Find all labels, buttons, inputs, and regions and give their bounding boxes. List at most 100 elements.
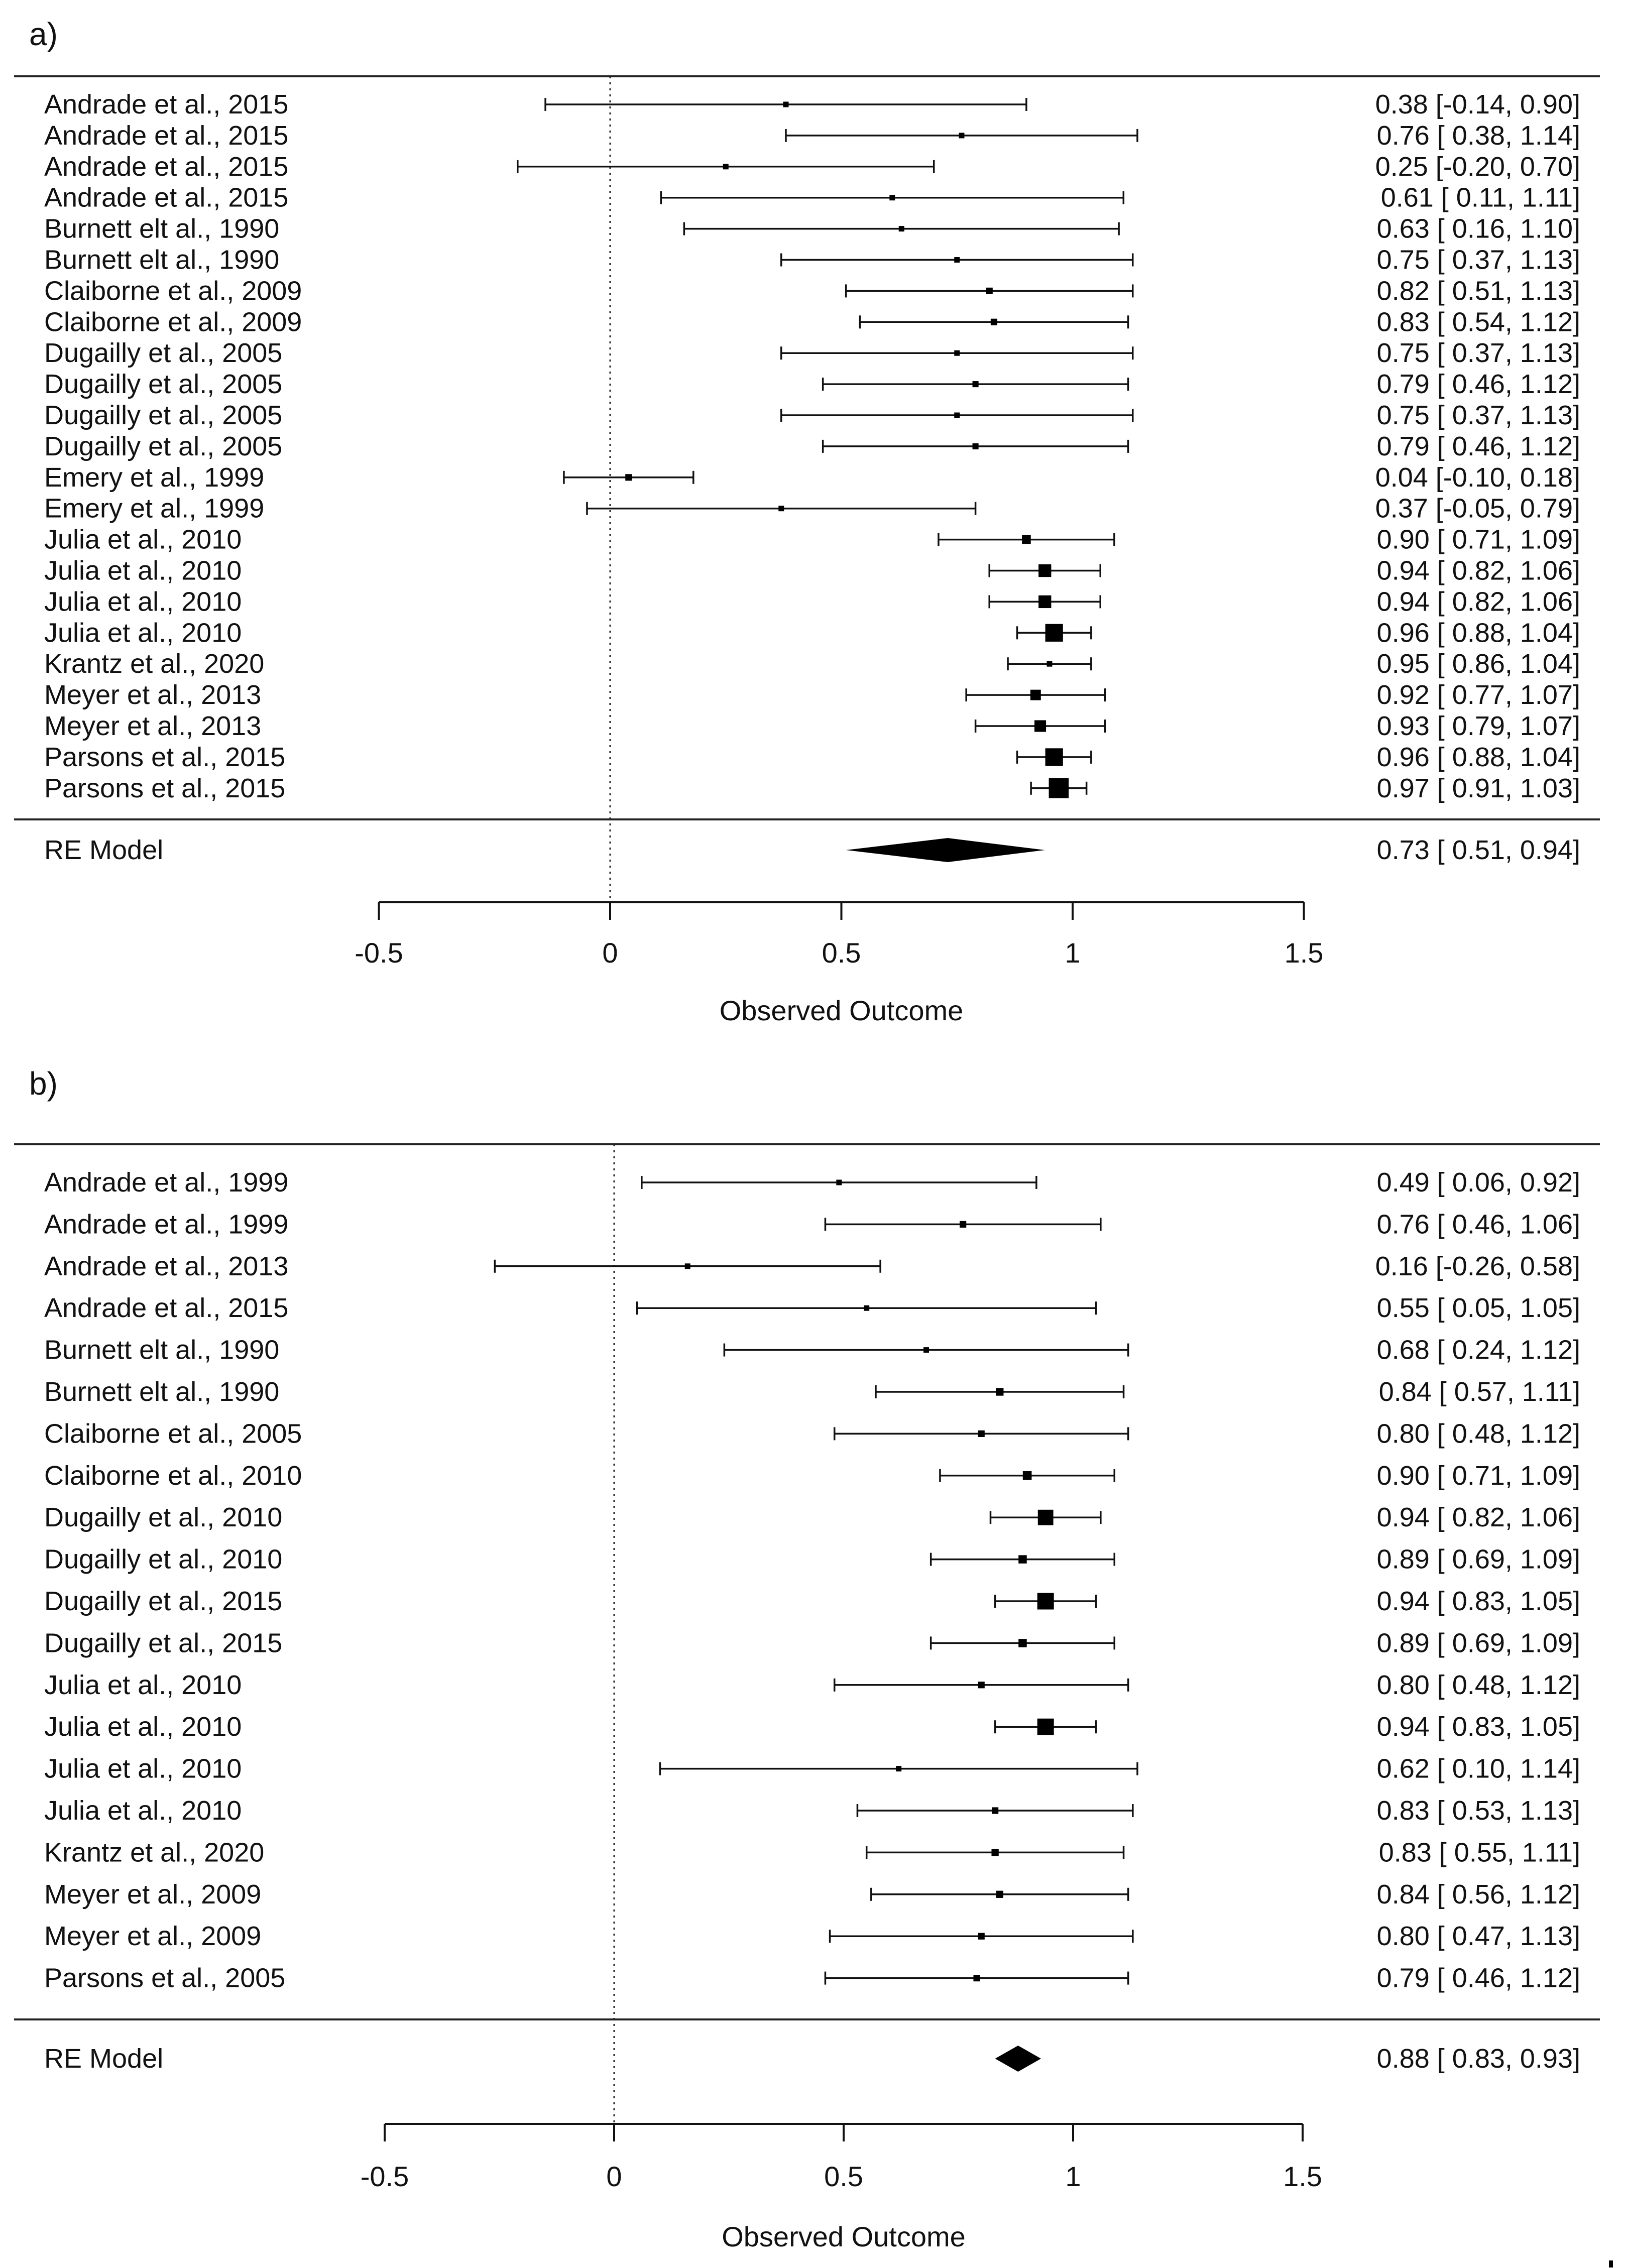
study-label: Meyer et al., 2013 xyxy=(44,711,261,741)
effect-ci-text: 0.92 [ 0.77, 1.07] xyxy=(1377,680,1580,710)
study-row: Julia et al., 2010 0.80 [ 0.48, 1.12] xyxy=(44,1670,1580,1700)
point-estimate xyxy=(1038,564,1052,577)
study-row: Burnett elt al., 1990 0.68 [ 0.24, 1.12] xyxy=(44,1335,1580,1365)
study-label: Andrade et al., 2013 xyxy=(44,1251,288,1281)
study-row: Dugailly et al., 2015 0.94 [ 0.83, 1.05] xyxy=(44,1586,1580,1616)
point-estimate xyxy=(723,164,729,170)
study-label: Julia et al., 2010 xyxy=(44,1712,242,1742)
study-row: Emery et al., 1999 0.37 [-0.05, 0.79] xyxy=(44,494,1580,524)
study-row: Andrade et al., 2015 0.55 [ 0.05, 1.05] xyxy=(44,1293,1580,1323)
study-row: Dugailly et al., 2015 0.89 [ 0.69, 1.09] xyxy=(44,1628,1580,1658)
study-row: Meyer et al., 2013 0.93 [ 0.79, 1.07] xyxy=(44,711,1580,741)
study-label: Dugailly et al., 2015 xyxy=(44,1586,282,1616)
summary-row: RE Model 0.73 [ 0.51, 0.94] xyxy=(44,835,1580,865)
panel-label: a) xyxy=(29,16,58,52)
study-row: Burnett elt al., 1990 0.63 [ 0.16, 1.10] xyxy=(44,214,1580,244)
study-row: Parsons et al., 2005 0.79 [ 0.46, 1.12] xyxy=(44,1963,1580,1993)
study-row: Krantz et al., 2020 0.83 [ 0.55, 1.11] xyxy=(44,1837,1580,1867)
study-row: Dugailly et al., 2005 0.79 [ 0.46, 1.12] xyxy=(44,431,1580,461)
point-estimate xyxy=(898,226,904,232)
study-label: Emery et al., 1999 xyxy=(44,462,264,493)
study-label: Dugailly et al., 2010 xyxy=(44,1544,282,1575)
study-row: Andrade et al., 2015 0.25 [-0.20, 0.70] xyxy=(44,152,1580,182)
study-row: Julia et al., 2010 0.94 [ 0.83, 1.05] xyxy=(44,1712,1580,1742)
x-axis-label: Observed Outcome xyxy=(720,995,964,1026)
effect-ci-text: 0.61 [ 0.11, 1.11] xyxy=(1381,183,1580,213)
study-label: Andrade et al., 2015 xyxy=(44,89,288,120)
study-label: Andrade et al., 1999 xyxy=(44,1167,288,1198)
study-row: Claiborne et al., 2009 0.83 [ 0.54, 1.12] xyxy=(44,307,1580,337)
study-label: Claiborne et al., 2010 xyxy=(44,1461,302,1491)
effect-ci-text: 0.84 [ 0.57, 1.11] xyxy=(1379,1377,1580,1407)
effect-ci-text: 0.38 [-0.14, 0.90] xyxy=(1375,89,1580,120)
effect-ci-text: 0.94 [ 0.82, 1.06] xyxy=(1377,1502,1580,1532)
study-label: Burnett elt al., 1990 xyxy=(44,1335,279,1365)
effect-ci-text: 0.76 [ 0.46, 1.06] xyxy=(1377,1209,1580,1239)
study-label: Dugailly et al., 2010 xyxy=(44,1502,282,1532)
point-estimate xyxy=(783,101,789,107)
point-estimate xyxy=(1045,748,1063,766)
x-tick-label: 0 xyxy=(602,937,618,969)
study-label: Julia et al., 2010 xyxy=(44,586,242,617)
study-label: Dugailly et al., 2015 xyxy=(44,1628,282,1658)
point-estimate xyxy=(996,1388,1004,1396)
effect-ci-text: 0.80 [ 0.48, 1.12] xyxy=(1377,1418,1580,1449)
study-row: Burnett elt al., 1990 0.84 [ 0.57, 1.11] xyxy=(44,1377,1580,1407)
point-estimate xyxy=(864,1305,870,1311)
x-tick-label: 0 xyxy=(606,2161,622,2192)
point-estimate xyxy=(1022,1471,1032,1480)
effect-ci-text: 0.94 [ 0.83, 1.05] xyxy=(1377,1712,1580,1742)
point-estimate xyxy=(778,506,784,512)
study-label: Andrade et al., 2015 xyxy=(44,121,288,151)
study-row: Andrade et al., 2015 0.38 [-0.14, 0.90] xyxy=(44,89,1580,120)
effect-ci-text: 0.96 [ 0.88, 1.04] xyxy=(1377,618,1580,648)
study-row: Andrade et al., 1999 0.76 [ 0.46, 1.06] xyxy=(44,1209,1580,1239)
effect-ci-text: 0.89 [ 0.69, 1.09] xyxy=(1377,1544,1580,1575)
corner-dot xyxy=(1609,2260,1613,2267)
study-label: Parsons et al., 2015 xyxy=(44,773,285,803)
study-label: Parsons et al., 2015 xyxy=(44,742,285,772)
study-label: Krantz et al., 2020 xyxy=(44,649,264,679)
study-row: Julia et al., 2010 0.90 [ 0.71, 1.09] xyxy=(44,525,1580,555)
study-label: Krantz et al., 2020 xyxy=(44,1837,264,1867)
effect-ci-text: 0.89 [ 0.69, 1.09] xyxy=(1377,1628,1580,1658)
study-row: Dugailly et al., 2005 0.75 [ 0.37, 1.13] xyxy=(44,338,1580,368)
point-estimate xyxy=(1047,661,1053,667)
study-label: Claiborne et al., 2009 xyxy=(44,307,302,337)
study-label: Julia et al., 2010 xyxy=(44,1796,242,1826)
study-row: Julia et al., 2010 0.94 [ 0.82, 1.06] xyxy=(44,556,1580,586)
study-row: Dugailly et al., 2005 0.75 [ 0.37, 1.13] xyxy=(44,400,1580,430)
x-tick-label: 0.5 xyxy=(822,937,861,969)
effect-ci-text: 0.75 [ 0.37, 1.13] xyxy=(1377,400,1580,430)
point-estimate xyxy=(978,1933,985,1940)
effect-ci-text: 0.90 [ 0.71, 1.09] xyxy=(1377,1461,1580,1491)
point-estimate xyxy=(1022,535,1031,544)
x-tick-label: -0.5 xyxy=(355,937,403,969)
effect-ci-text: 0.95 [ 0.86, 1.04] xyxy=(1377,649,1580,679)
study-row: Julia et al., 2010 0.96 [ 0.88, 1.04] xyxy=(44,618,1580,648)
point-estimate xyxy=(1037,1509,1054,1525)
point-estimate xyxy=(972,443,979,449)
study-row: Dugailly et al., 2005 0.79 [ 0.46, 1.12] xyxy=(44,369,1580,399)
point-estimate xyxy=(992,1807,999,1814)
study-label: Emery et al., 1999 xyxy=(44,494,264,524)
study-row: Julia et al., 2010 0.62 [ 0.10, 1.14] xyxy=(44,1754,1580,1784)
study-label: Andrade et al., 2015 xyxy=(44,1293,288,1323)
point-estimate xyxy=(684,1263,690,1269)
study-label: Julia et al., 2010 xyxy=(44,525,242,555)
effect-ci-text: 0.37 [-0.05, 0.79] xyxy=(1375,494,1580,524)
point-estimate xyxy=(978,1682,985,1689)
x-tick-label: 1 xyxy=(1065,937,1080,969)
forest-panel-a: a) Andrade et al., 2015 0.38 [-0.14, 0.90]… xyxy=(14,16,1600,1026)
effect-ci-text: 0.04 [-0.10, 0.18] xyxy=(1375,462,1580,493)
point-estimate xyxy=(996,1890,1003,1898)
effect-ci-text: 0.63 [ 0.16, 1.10] xyxy=(1377,214,1580,244)
study-row: Andrade et al., 2015 0.76 [ 0.38, 1.14] xyxy=(44,121,1580,151)
point-estimate xyxy=(954,257,960,263)
effect-ci-text: 0.94 [ 0.82, 1.06] xyxy=(1377,556,1580,586)
point-estimate xyxy=(1018,1639,1027,1647)
study-row: Andrade et al., 1999 0.49 [ 0.06, 0.92] xyxy=(44,1167,1580,1198)
study-label: Burnett elt al., 1990 xyxy=(44,1377,279,1407)
study-label: Meyer et al., 2009 xyxy=(44,1921,261,1951)
summary-row: RE Model 0.88 [ 0.83, 0.93] xyxy=(44,2044,1580,2074)
